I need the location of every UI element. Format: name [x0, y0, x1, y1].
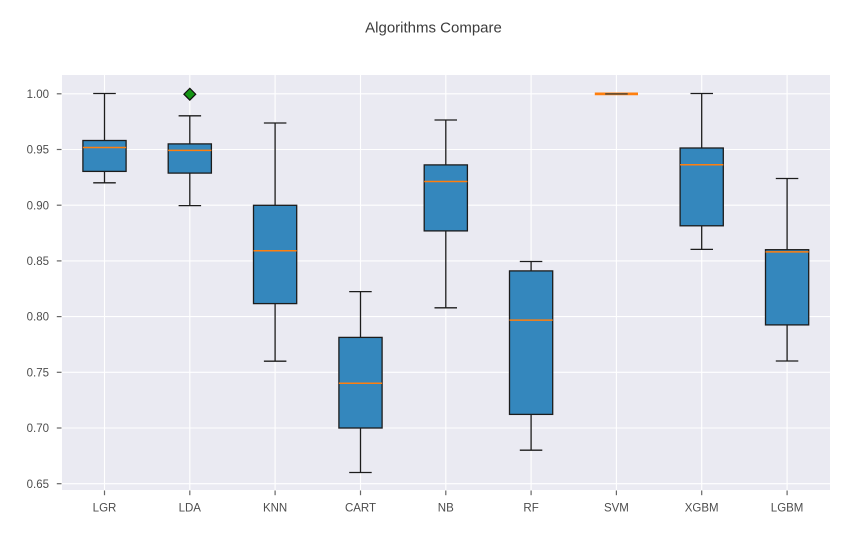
svg-text:NB: NB: [438, 503, 454, 515]
svg-text:0.80: 0.80: [27, 312, 49, 324]
svg-text:Algorithms Compare: Algorithms Compare: [365, 20, 502, 37]
svg-text:0.70: 0.70: [27, 423, 49, 435]
svg-text:0.95: 0.95: [27, 145, 49, 157]
svg-text:0.85: 0.85: [27, 256, 49, 268]
svg-text:1.00: 1.00: [27, 89, 49, 101]
svg-text:RF: RF: [523, 503, 538, 515]
svg-text:0.75: 0.75: [27, 367, 49, 379]
svg-text:XGBM: XGBM: [685, 503, 719, 515]
svg-text:0.90: 0.90: [27, 200, 49, 212]
svg-text:CART: CART: [345, 503, 376, 515]
svg-text:LDA: LDA: [179, 503, 202, 515]
svg-text:KNN: KNN: [263, 503, 287, 515]
svg-text:LGR: LGR: [93, 503, 117, 515]
svg-text:SVM: SVM: [604, 503, 629, 515]
svg-text:0.65: 0.65: [27, 479, 49, 491]
svg-text:LGBM: LGBM: [771, 503, 804, 515]
